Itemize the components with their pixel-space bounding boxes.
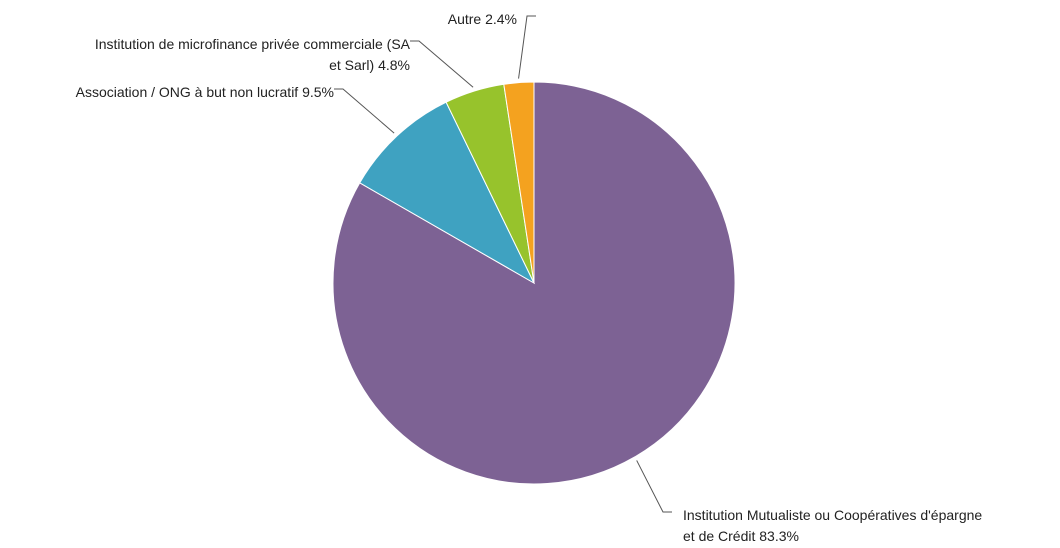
slice-label-1-line-0: Association / ONG à but non lucratif 9.5… [76,84,334,100]
pie-slice-1 [359,101,536,285]
slice-label-0-line-0: Institution Mutualiste ou Coopératives d… [683,507,982,523]
leader-line-1 [334,88,395,134]
leader-line-0 [636,460,672,513]
slice-label-2-line-1: et Sarl) 4.8% [329,57,410,73]
slice-label-2-line-0: Institution de microfinance privée comme… [95,36,411,52]
slice-label-3-line-0: Autre 2.4% [448,11,517,27]
leader-line-2 [410,40,474,88]
pie-slice-3 [503,81,535,284]
leader-line-3 [518,15,536,79]
slice-label-0-line-1: et de Crédit 83.3% [683,528,799,544]
